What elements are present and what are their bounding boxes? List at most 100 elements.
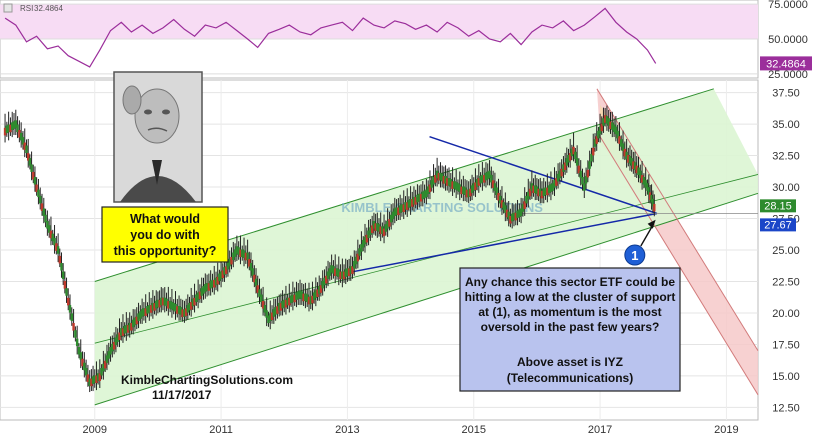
price-candle	[544, 187, 547, 196]
price-candle	[525, 195, 528, 204]
price-candle	[297, 291, 300, 299]
price-candle	[598, 126, 602, 135]
price-candle	[72, 323, 75, 331]
price-candle	[42, 208, 45, 216]
descending-channel-bottom-line	[599, 136, 759, 396]
price-candle	[261, 301, 265, 309]
price-candle	[421, 191, 424, 200]
price-candle	[90, 378, 93, 387]
price-candle	[21, 137, 25, 145]
price-candle	[235, 246, 239, 254]
price-candle	[612, 124, 616, 133]
price-tick-label: 12.50	[772, 402, 800, 414]
price-candle	[151, 302, 155, 311]
price-candle	[216, 276, 219, 285]
price-candle	[442, 176, 446, 184]
price-candle	[27, 153, 30, 161]
price-candle	[300, 291, 304, 299]
price-candle	[648, 192, 652, 200]
price-tick-label: 20.00	[772, 308, 800, 320]
price-candle	[369, 227, 372, 235]
price-candle	[449, 179, 452, 187]
price-candle	[512, 212, 516, 221]
price-candle	[96, 373, 100, 381]
price-candle	[191, 298, 195, 307]
price-candle	[647, 187, 651, 195]
support-cluster-marker-label: 1	[631, 248, 638, 263]
price-candle	[170, 301, 174, 310]
confused-man-photo	[113, 71, 203, 203]
price-candle	[391, 211, 395, 220]
price-candle	[482, 175, 486, 183]
rsi-tick-label: 75.0000	[768, 0, 808, 11]
note-line-1: Any chance this sector ETF could be	[465, 275, 675, 289]
price-candle	[499, 195, 502, 204]
price-candle	[395, 207, 398, 215]
price-candle	[504, 205, 507, 213]
x-tick-label: 2017	[588, 424, 612, 436]
price-candle	[595, 136, 598, 144]
price-candle	[600, 123, 603, 132]
price-candle	[360, 244, 363, 252]
resistance-line	[429, 135, 658, 215]
price-candle	[100, 367, 103, 376]
price-candle	[209, 280, 212, 289]
price-candle	[563, 162, 567, 171]
price-label-support: 27.67	[764, 219, 792, 231]
price-candle	[281, 300, 284, 309]
price-candle	[131, 319, 135, 328]
price-candle	[653, 203, 656, 212]
price-candle	[454, 182, 458, 190]
price-candle	[539, 188, 542, 197]
price-candle	[144, 308, 147, 316]
price-candle	[534, 185, 537, 193]
rsi-overbought-band	[0, 4, 758, 40]
price-candle	[249, 263, 253, 271]
price-candle	[650, 194, 653, 203]
price-candle	[507, 211, 510, 220]
price-candle	[493, 183, 497, 191]
price-candle	[341, 271, 344, 279]
price-candle	[346, 268, 349, 276]
rsi-tick-label: 25.0000	[768, 69, 808, 81]
price-candle	[156, 299, 160, 308]
price-candle	[254, 278, 258, 287]
price-candle	[312, 292, 316, 300]
price-candle	[174, 303, 177, 312]
price-candle	[251, 268, 254, 276]
rsi-top-value: 32.4864	[34, 4, 63, 13]
price-candle	[258, 289, 261, 297]
price-candle	[37, 189, 40, 198]
price-candle	[419, 193, 423, 202]
price-candle	[372, 221, 376, 229]
price-candle	[32, 171, 35, 180]
price-candle	[77, 346, 81, 355]
price-candle	[632, 161, 635, 169]
price-candle	[295, 292, 298, 300]
price-tick-label: 25.00	[772, 245, 800, 257]
price-candle	[451, 181, 454, 189]
price-candle	[326, 271, 330, 279]
price-candle	[542, 188, 545, 197]
price-candle	[176, 306, 179, 314]
price-candle	[497, 192, 500, 201]
price-candle	[149, 305, 153, 313]
price-candle	[148, 304, 151, 313]
price-candle	[334, 268, 337, 277]
price-candle	[18, 129, 21, 138]
price-candle	[233, 249, 237, 257]
ascending-channel	[94, 88, 758, 405]
price-candle	[447, 178, 451, 186]
price-candle	[86, 374, 90, 383]
price-candle	[328, 268, 332, 276]
price-candle	[288, 297, 291, 306]
price-candle	[184, 308, 188, 316]
panel-settings-icon[interactable]	[3, 3, 13, 13]
price-candle	[246, 252, 249, 261]
price-candle	[114, 337, 118, 346]
price-candle	[88, 378, 91, 386]
price-candle	[349, 266, 352, 274]
price-candle	[627, 155, 630, 163]
price-candle	[181, 309, 184, 317]
